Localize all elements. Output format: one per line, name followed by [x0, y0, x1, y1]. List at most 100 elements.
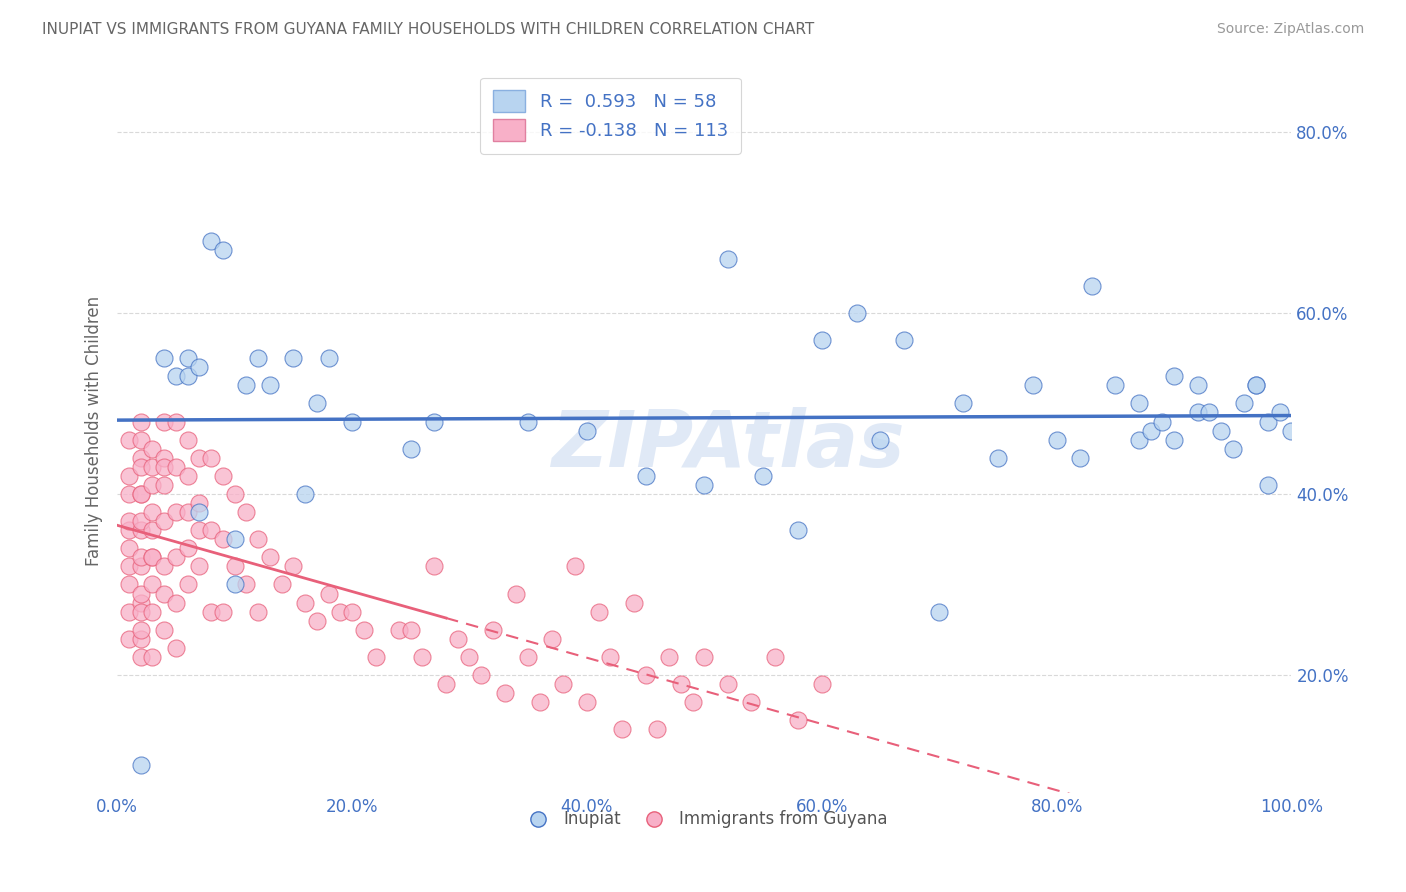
Point [118, 541, 141, 556]
Point [165, 640, 187, 655]
Point [212, 532, 235, 546]
Point [1187, 405, 1209, 419]
Point [129, 450, 152, 465]
Point [188, 360, 211, 375]
Point [129, 649, 152, 664]
Point [153, 459, 176, 474]
Point [294, 596, 316, 610]
Point [575, 695, 598, 709]
Point [176, 351, 198, 366]
Point [235, 577, 257, 591]
Point [188, 523, 211, 537]
Point [129, 514, 152, 528]
Point [1222, 442, 1244, 456]
Point [682, 695, 704, 709]
Point [176, 577, 198, 591]
Point [176, 433, 198, 447]
Point [494, 686, 516, 700]
Text: ZIPAtlas: ZIPAtlas [551, 407, 904, 483]
Point [423, 559, 446, 574]
Point [153, 450, 176, 465]
Point [1233, 396, 1256, 410]
Point [176, 541, 198, 556]
Point [411, 649, 433, 664]
Point [129, 550, 152, 565]
Point [540, 632, 562, 646]
Point [118, 577, 141, 591]
Point [1128, 433, 1150, 447]
Point [1257, 415, 1279, 429]
Point [141, 478, 163, 492]
Legend: Inupiat, Immigrants from Guyana: Inupiat, Immigrants from Guyana [515, 804, 894, 835]
Point [893, 333, 915, 347]
Point [340, 605, 363, 619]
Point [141, 523, 163, 537]
Point [1198, 405, 1220, 419]
Point [176, 505, 198, 519]
Point [423, 415, 446, 429]
Point [810, 677, 832, 691]
Point [1268, 405, 1291, 419]
Point [869, 433, 891, 447]
Point [1139, 424, 1161, 438]
Point [200, 605, 222, 619]
Point [247, 351, 270, 366]
Point [212, 605, 235, 619]
Point [176, 468, 198, 483]
Point [176, 369, 198, 384]
Point [564, 559, 586, 574]
Point [200, 523, 222, 537]
Point [575, 424, 598, 438]
Point [165, 505, 187, 519]
Point [693, 478, 716, 492]
Point [340, 415, 363, 429]
Point [153, 478, 176, 492]
Point [129, 632, 152, 646]
Point [634, 668, 657, 682]
Point [283, 351, 305, 366]
Point [118, 559, 141, 574]
Point [212, 243, 235, 257]
Point [305, 614, 328, 628]
Point [224, 532, 246, 546]
Point [305, 396, 328, 410]
Point [1209, 424, 1232, 438]
Point [517, 415, 540, 429]
Point [141, 459, 163, 474]
Point [129, 487, 152, 501]
Point [1128, 396, 1150, 410]
Point [399, 623, 422, 637]
Point [212, 468, 235, 483]
Point [553, 677, 575, 691]
Point [505, 586, 527, 600]
Point [165, 415, 187, 429]
Point [141, 505, 163, 519]
Point [752, 468, 775, 483]
Point [153, 559, 176, 574]
Point [165, 596, 187, 610]
Point [623, 596, 645, 610]
Point [669, 677, 692, 691]
Point [952, 396, 974, 410]
Point [470, 668, 492, 682]
Point [153, 514, 176, 528]
Point [141, 605, 163, 619]
Point [141, 550, 163, 565]
Text: Source: ZipAtlas.com: Source: ZipAtlas.com [1216, 22, 1364, 37]
Point [693, 649, 716, 664]
Point [763, 649, 786, 664]
Point [141, 649, 163, 664]
Point [1163, 369, 1185, 384]
Point [200, 234, 222, 248]
Point [129, 623, 152, 637]
Point [235, 505, 257, 519]
Point [458, 649, 481, 664]
Point [129, 415, 152, 429]
Point [599, 649, 621, 664]
Point [658, 649, 681, 664]
Point [153, 351, 176, 366]
Point [717, 677, 740, 691]
Point [188, 505, 211, 519]
Point [717, 252, 740, 266]
Point [329, 605, 352, 619]
